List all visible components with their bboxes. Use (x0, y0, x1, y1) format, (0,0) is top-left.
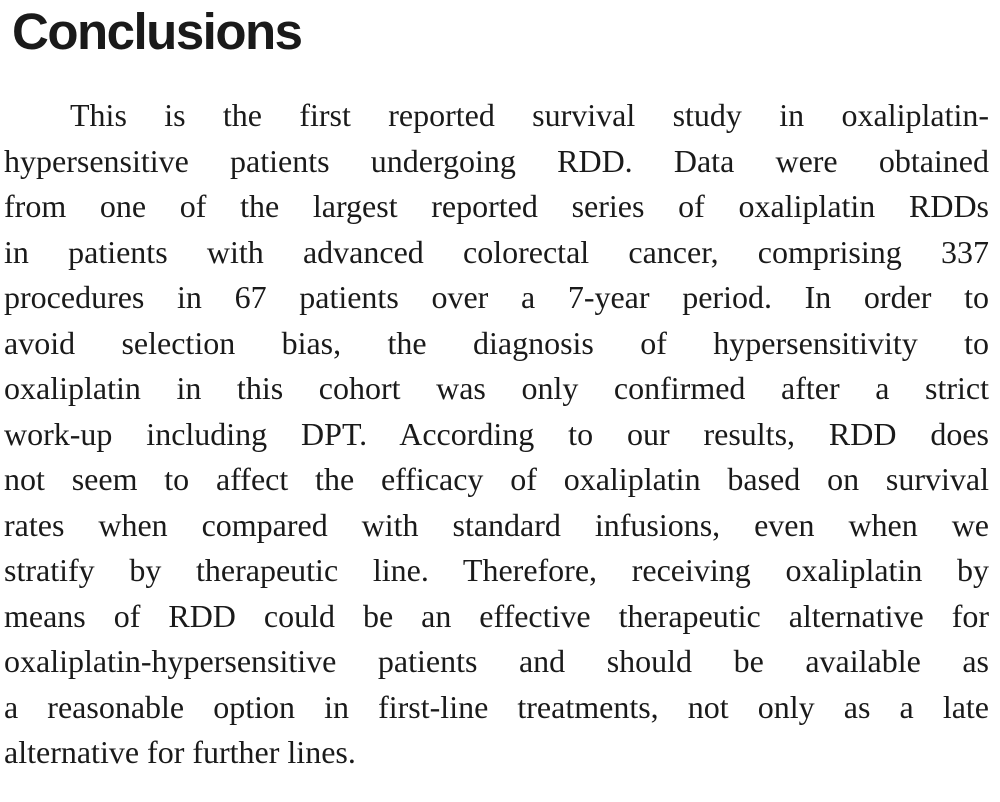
paragraph-line: work-up including DPT. According to our … (4, 415, 989, 452)
paragraph-line: in patients with advanced colorectal can… (4, 233, 989, 270)
conclusions-paragraph: This is the first reported survival stud… (4, 93, 989, 776)
paragraph-line: This is the first reported survival stud… (70, 97, 989, 133)
paragraph-line: not seem to affect the efficacy of oxali… (4, 461, 989, 497)
paragraph-line: procedures in 67 patients over a 7-year … (4, 279, 989, 315)
paragraph-line: from one of the largest reported series … (4, 188, 989, 224)
paragraph-line: alternative for further lines. (4, 734, 356, 770)
section-heading-conclusions: Conclusions (12, 3, 303, 60)
paragraph-line: means of RDD could be an effective thera… (4, 597, 989, 634)
paragraph-line: a reasonable option in first-line treatm… (4, 688, 989, 725)
paragraph-line: stratify by therapeutic line. Therefore,… (4, 552, 989, 588)
paragraph-line: hypersensitive patients undergoing RDD. … (4, 142, 989, 179)
paragraph-line: oxaliplatin in this cohort was only conf… (4, 370, 989, 406)
paragraph-line: avoid selection bias, the diagnosis of h… (4, 324, 989, 361)
paragraph-line: rates when compared with standard infusi… (4, 506, 989, 543)
paragraph-line: oxaliplatin-hypersensitive patients and … (4, 643, 989, 679)
